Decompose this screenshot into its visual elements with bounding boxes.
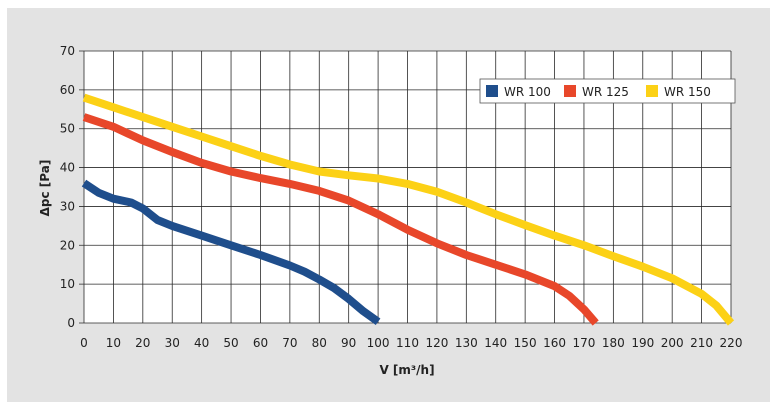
x-tick-label: 200 xyxy=(661,336,684,350)
x-axis-ticks: 0 10 20 30 40 50 60 70 80 90 100 110 120 130 140 150 160… xyxy=(80,336,742,350)
x-tick-label: 50 xyxy=(223,336,238,350)
x-tick-label: 170 xyxy=(573,336,596,350)
x-tick-label: 140 xyxy=(484,336,507,350)
legend: WR 100 WR 125 WR 150 xyxy=(479,78,736,104)
x-tick-label: 100 xyxy=(367,336,390,350)
series-line-1 xyxy=(82,113,599,326)
series-line-0 xyxy=(81,179,381,326)
x-tick-label: 220 xyxy=(720,336,743,350)
x-tick-label: 10 xyxy=(106,336,121,350)
legend-box xyxy=(479,78,736,104)
x-tick-label: 180 xyxy=(602,336,625,350)
legend-swatch-wr150 xyxy=(646,85,658,97)
series-layer xyxy=(81,93,735,326)
x-tick-label: 60 xyxy=(253,336,268,350)
y-tick-label: 30 xyxy=(60,199,75,213)
y-tick-label: 60 xyxy=(60,83,75,97)
x-tick-label: 110 xyxy=(396,336,419,350)
x-tick-label: 190 xyxy=(631,336,654,350)
x-tick-label: 210 xyxy=(690,336,713,350)
x-tick-label: 90 xyxy=(341,336,356,350)
x-tick-label: 30 xyxy=(165,336,180,350)
y-tick-label: 10 xyxy=(60,277,75,291)
y-tick-label: 20 xyxy=(60,238,75,252)
x-tick-label: 160 xyxy=(543,336,566,350)
series-line-2 xyxy=(82,93,735,326)
y-tick-label: 50 xyxy=(60,122,75,136)
x-tick-label: 20 xyxy=(135,336,150,350)
x-tick-label: 120 xyxy=(425,336,448,350)
y-tick-label: 70 xyxy=(60,44,75,58)
x-tick-label: 80 xyxy=(312,336,327,350)
x-tick-label: 40 xyxy=(194,336,209,350)
legend-swatch-wr100 xyxy=(486,85,498,97)
y-tick-label: 0 xyxy=(67,316,75,330)
x-tick-label: 130 xyxy=(455,336,478,350)
legend-swatch-wr125 xyxy=(564,85,576,97)
y-tick-label: 40 xyxy=(60,161,75,175)
y-axis-ticks: 0 10 20 30 40 50 60 70 xyxy=(60,44,75,330)
legend-label-wr125: WR 125 xyxy=(582,85,629,99)
legend-label-wr150: WR 150 xyxy=(664,85,711,99)
x-tick-label: 70 xyxy=(282,336,297,350)
x-tick-label: 0 xyxy=(80,336,88,350)
x-tick-label: 150 xyxy=(514,336,537,350)
x-axis-title: V [m³/h] xyxy=(379,363,434,377)
legend-label-wr100: WR 100 xyxy=(504,85,551,99)
y-axis-title: Δpc [Pa] xyxy=(38,160,52,217)
